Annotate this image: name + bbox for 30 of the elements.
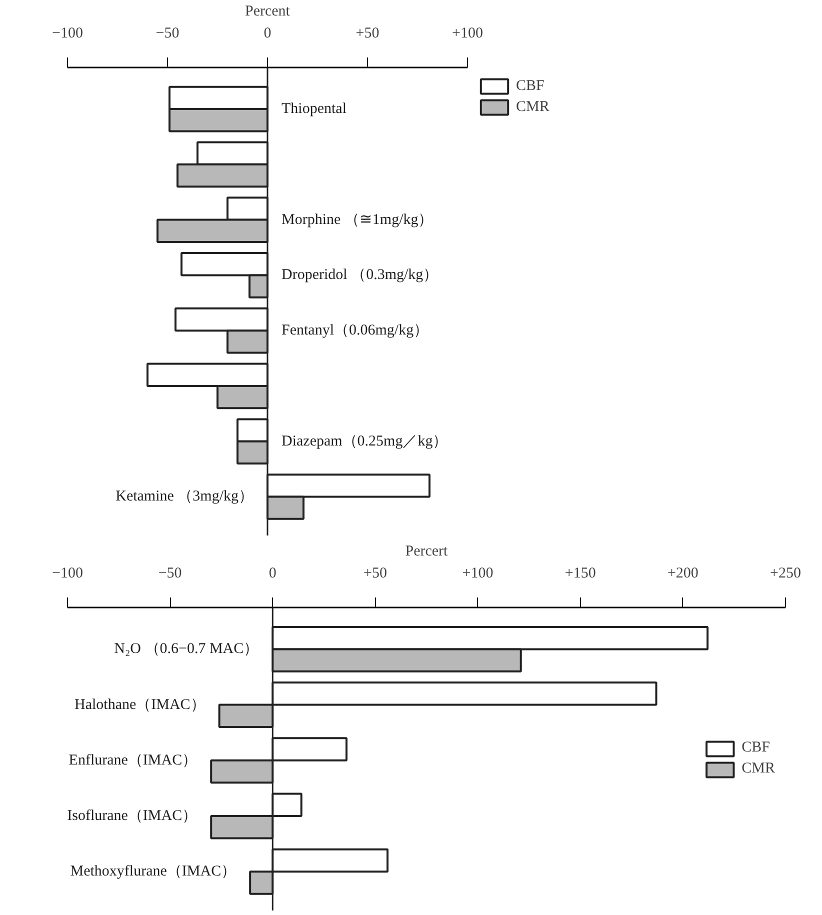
x-axis-title: Percert [405,544,449,560]
x-tick-label: +50 [363,566,387,582]
y-tick-label: Enflurane（IMAC） [68,752,198,768]
y-tick-label: Fentanyl（0.06mg/kg） [282,322,429,339]
x-tick-label: 0 [264,26,272,42]
y-tick-label: Isoflurane（IMAC） [67,808,198,824]
x-tick-label: 0 [268,566,276,582]
x-axis-title: Percent [245,4,291,20]
x-tick-label: +200 [667,566,698,582]
y-tick-label: Diazepam（0.25mg／kg） [282,433,448,450]
x-tick-label: −50 [156,26,180,42]
x-tick-label: +50 [356,26,380,42]
x-tick-label: −100 [52,566,83,582]
y-tick-label: Methoxyflurane（IMAC） [70,864,236,880]
x-tick-label: +100 [452,26,483,42]
y-tick-label: Ketamine （3mg/kg） [116,488,254,505]
y-tick-label: Halothane（IMAC） [74,696,206,713]
x-tick-label: +150 [564,566,596,582]
legend-label: CBF [516,78,544,94]
x-tick-label: −100 [52,26,83,42]
y-tick-label: N₂O （0.6−0.7 MAC） [114,641,259,658]
x-tick-label: +250 [770,566,801,582]
x-tick-label: +100 [462,566,494,582]
y-tick-label: Morphine （≅1mg/kg） [282,212,434,228]
legend-label: CBF [742,740,770,756]
legend-label: CMR [516,98,550,116]
x-tick-label: −50 [158,566,182,582]
legend-label: CMR [742,760,775,778]
y-tick-label: Thiopental [282,101,346,118]
y-tick-label: Droperidol （0.3mg/kg） [282,267,438,284]
